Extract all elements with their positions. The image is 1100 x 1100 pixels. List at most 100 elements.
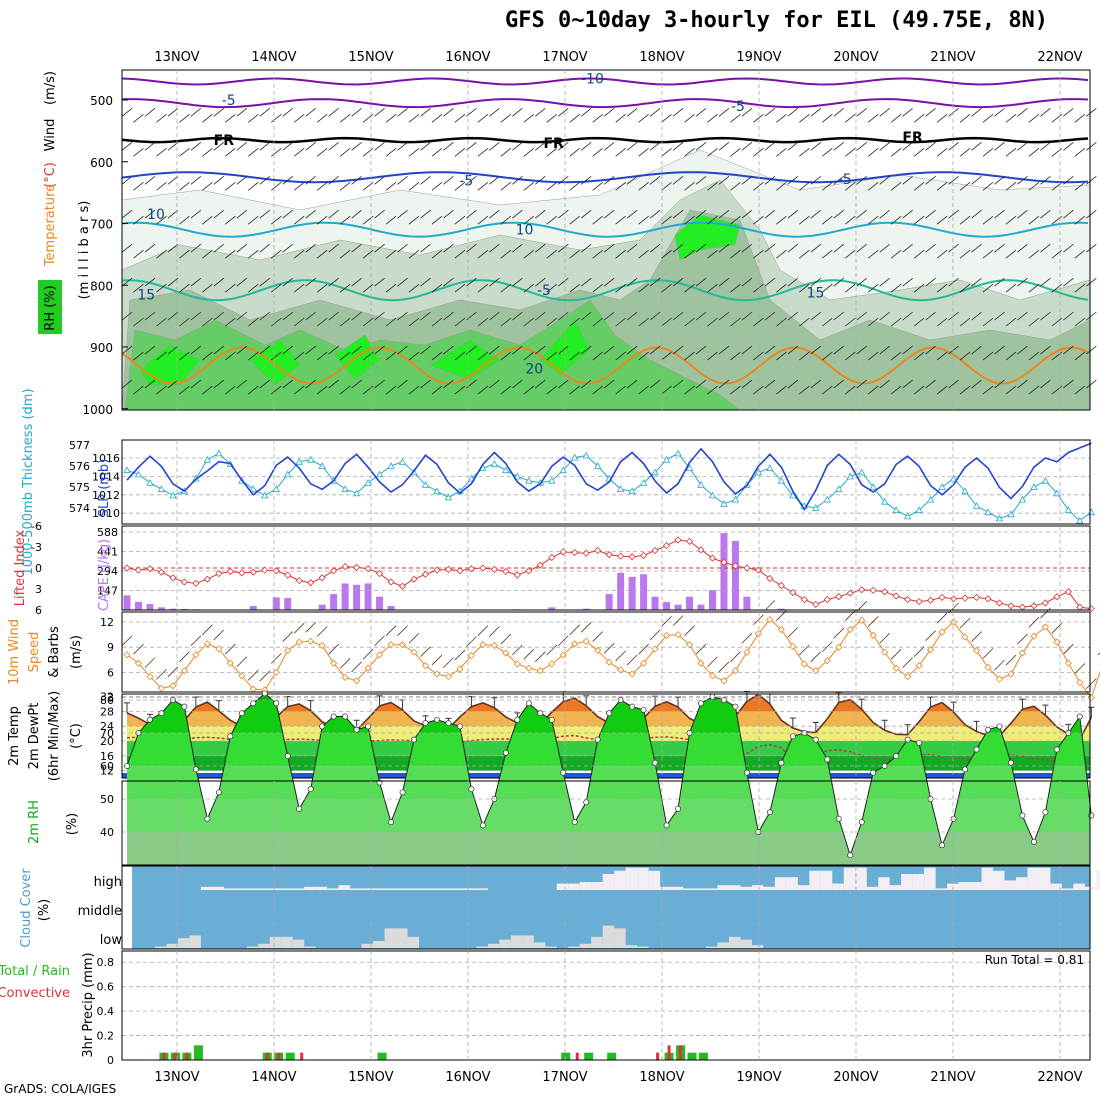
wind-barb: [741, 345, 753, 355]
wind-barb: [316, 249, 328, 259]
rh-point: [227, 733, 234, 740]
thickness-point: [490, 460, 499, 467]
wind-barb: [477, 249, 489, 259]
wind-barb: [902, 277, 913, 287]
wind-barb: [672, 175, 684, 185]
wind-barb: [925, 379, 936, 389]
rh-point: [847, 852, 854, 859]
wind-barb: [580, 108, 592, 117]
lifted-index-point: [1030, 602, 1038, 610]
high-cloud-bar: [683, 888, 695, 890]
cape-bar: [123, 595, 131, 610]
wind-barb: [477, 385, 489, 395]
wind-barb: [282, 345, 293, 355]
wind-barb: [270, 181, 282, 191]
wind-barb: [959, 385, 971, 395]
wind-barb: [1040, 345, 1051, 355]
wind-speed-point: [180, 667, 188, 675]
wind-barb: [190, 345, 202, 355]
isotherm-label: -5: [731, 99, 745, 115]
wind-barb: [707, 351, 718, 361]
wind-barb: [374, 142, 385, 151]
wind-barb: [431, 283, 443, 293]
wind-barb: [959, 215, 971, 225]
isotherm-label: FR: [902, 130, 923, 146]
wind-barb: [546, 215, 558, 225]
wind-barb: [500, 351, 512, 361]
thickness-point: [157, 485, 166, 492]
lifted-index-point: [410, 575, 418, 583]
lifted-index-point: [846, 589, 854, 597]
wind-barb: [454, 249, 466, 259]
wind-barb-10m: [936, 612, 948, 624]
wind-barb: [351, 243, 362, 253]
wind-barb: [580, 311, 592, 321]
wind-barb: [144, 108, 156, 117]
date-label-bottom: 13NOV: [154, 1070, 199, 1085]
wind-barb: [833, 311, 845, 321]
wind-speed-point: [387, 641, 395, 649]
wind-barb-10m: [753, 614, 764, 626]
rh-point: [215, 789, 222, 796]
wind-barb: [328, 209, 339, 219]
wind-speed-point: [421, 662, 430, 670]
wind-barb: [305, 243, 316, 253]
high-cloud-bar: [396, 888, 408, 890]
wind-barb: [190, 277, 202, 287]
wind-barb: [362, 385, 374, 395]
wind-barb: [385, 351, 397, 361]
wind-barb: [580, 243, 592, 253]
wind-barb: [638, 249, 649, 259]
lifted-index-point: [605, 551, 613, 559]
wind-barb: [810, 277, 822, 287]
lifted-index-point: [1041, 599, 1049, 607]
wind-barb: [890, 215, 902, 225]
pressure-tick: 900: [90, 341, 113, 355]
isotherm-label: -5: [838, 172, 852, 188]
wind-barb: [454, 215, 466, 225]
wind-barb: [179, 181, 190, 191]
wind-barb: [638, 283, 649, 293]
wind-barb: [167, 345, 179, 355]
cape-bar: [720, 533, 728, 610]
thickness-point: [628, 487, 636, 495]
thickness-point: [1053, 489, 1061, 497]
wind-barb: [1063, 277, 1074, 287]
wind-barb: [890, 148, 902, 157]
precip-convective-bar: [300, 1052, 304, 1060]
wind-barb-10m: [408, 632, 420, 644]
wind-barb: [925, 175, 936, 185]
wind-barb: [248, 249, 259, 259]
rh-point: [916, 739, 923, 746]
wind-barb: [213, 108, 225, 117]
wind-barb: [225, 317, 236, 327]
wind-barb: [443, 243, 454, 253]
wind-barb: [202, 283, 213, 293]
wind-barb: [179, 283, 190, 293]
precip-tick: 0.4: [97, 1005, 115, 1018]
wind-barb: [1005, 114, 1017, 123]
wind-barb: [822, 385, 833, 395]
wind-barb: [638, 317, 649, 327]
wind-barb: [121, 209, 133, 219]
wind-barb: [1017, 108, 1028, 117]
cape-bar: [134, 602, 142, 610]
wind-barb: [890, 317, 902, 327]
rh-point: [330, 713, 337, 720]
cape-tick: 588: [97, 526, 118, 539]
wind-barb: [535, 108, 546, 117]
wind-barb: [385, 283, 397, 293]
lifted-index-point: [697, 546, 705, 554]
wind-barb: [500, 249, 512, 259]
thickness-point: [594, 462, 602, 469]
wind-speed-point: [594, 646, 602, 655]
wind-barb: [810, 142, 822, 151]
wind-barb: [1086, 345, 1097, 355]
wind-speed-point: [203, 640, 211, 648]
wind-speed-point: [858, 616, 866, 624]
wind-barb: [443, 379, 454, 389]
wind-barb: [1063, 142, 1074, 151]
wind-barb: [948, 243, 959, 253]
wind-barb: [270, 351, 282, 361]
